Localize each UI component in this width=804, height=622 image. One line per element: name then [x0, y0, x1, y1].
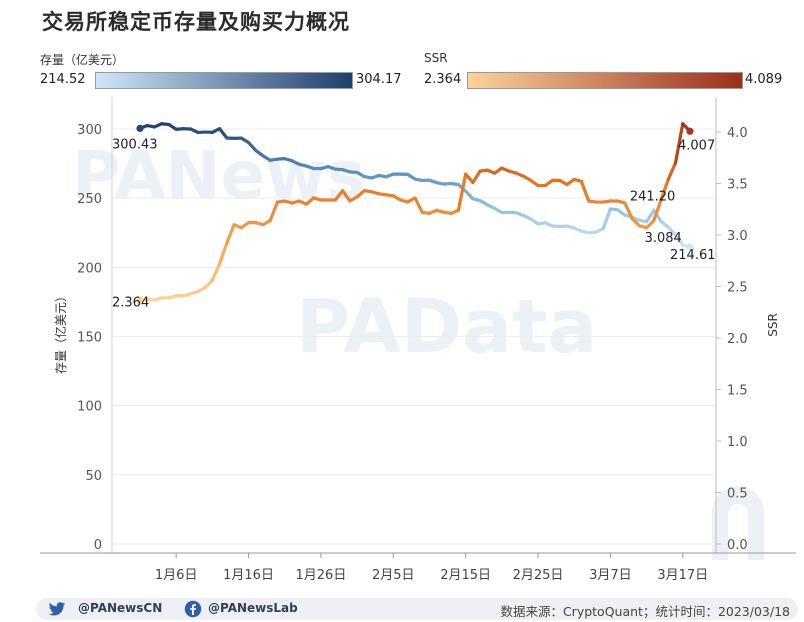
facebook-icon[interactable]: [184, 600, 202, 618]
x-tick-label: 2月15日: [440, 568, 491, 583]
data-source-note: 数据来源：CryptoQuant；统计时间：2023/03/18: [500, 604, 790, 619]
ssr-line-segment: [341, 189, 352, 203]
reserve-data-label: 214.61: [670, 248, 716, 263]
legend-reserve-max: 304.17: [356, 72, 402, 87]
ssr-line-segment: [464, 172, 475, 185]
reserve-data-label: 241.20: [630, 189, 676, 204]
x-tick-label: 1月26日: [296, 568, 347, 583]
legend-ssr-gradient: [467, 72, 743, 89]
y-tick-label: 300: [77, 123, 102, 138]
reserve-data-label: 300.43: [112, 137, 158, 152]
reserve-line-segment: [246, 140, 258, 153]
reserve-endpoint-marker: [136, 124, 144, 133]
ssr-line-segment: [673, 122, 685, 165]
svg-text:PANews: PANews: [72, 137, 366, 214]
y-tick-label: 250: [77, 192, 102, 207]
ssr-line-segment: [666, 161, 678, 181]
y-axis-ticks: 0 50 100 150 200 250 300: [77, 123, 102, 553]
legend-ssr-max: 4.089: [745, 72, 783, 87]
data-labels: 300.43 241.20 214.61 2.364 3.084 4.007: [112, 137, 716, 310]
reserve-line-segment: [666, 225, 678, 237]
ssr-line-segment: [333, 189, 345, 202]
legend-reserve-min: 214.52: [40, 72, 86, 87]
reserve-line-segment: [652, 208, 663, 224]
series-reserve: [136, 122, 694, 251]
y2-tick-label: 1.5: [727, 384, 748, 399]
reserve-line-segment: [673, 233, 685, 247]
y2-axis-label: SSR: [766, 313, 780, 337]
y2-tick-label: 0.5: [727, 487, 748, 502]
ssr-line-segment: [623, 201, 634, 221]
x-tick-label: 1月6日: [155, 568, 198, 583]
ssr-line-segment: [218, 241, 229, 266]
facebook-handle[interactable]: @PANewsLab: [208, 601, 298, 615]
y2-tick-label: 2.0: [727, 332, 748, 347]
reserve-line-segment: [644, 208, 656, 224]
legend-ssr-min: 2.364: [424, 72, 462, 87]
y2-tick-label: 0.0: [727, 538, 748, 553]
ssr-line-segment: [456, 172, 468, 212]
series-ssr: [136, 122, 694, 305]
x-axis-ticks: 1月6日 1月16日 1月26日 2月5日 2月15日 2月25日 3月7日 3月17日: [155, 553, 708, 583]
y2-tick-label: 2.5: [727, 281, 748, 296]
ssr-endpoint-marker: [686, 127, 694, 135]
svg-text:PAData: PAData: [296, 284, 597, 370]
ssr-line-segment: [644, 218, 656, 230]
ssr-line-segment: [210, 262, 222, 282]
ssr-line-segment: [413, 196, 424, 214]
reserve-line-segment: [218, 127, 229, 140]
legend-reserve-label: 存量（亿美元）: [40, 53, 125, 67]
y2-tick-label: 3.5: [727, 178, 748, 193]
y2-axis-ticks: 0.0 0.5 1.0 1.5 2.0 2.5 3.0 3.5 4.0: [716, 126, 748, 553]
ssr-line-segment: [579, 179, 591, 203]
x-tick-label: 3月17日: [657, 568, 708, 583]
y2-tick-label: 3.0: [727, 229, 748, 244]
ssr-line-segment: [471, 169, 482, 185]
ssr-line-segment: [203, 278, 214, 290]
reserve-line-segment: [464, 189, 475, 201]
y2-tick-label: 4.0: [727, 126, 748, 141]
chart-title: 交易所稳定币存量及购买力概况: [42, 10, 350, 34]
twitter-icon[interactable]: [48, 600, 66, 618]
reserve-line-segment: [601, 207, 612, 231]
x-tick-label: 3月7日: [589, 568, 632, 583]
series-layer: [136, 122, 694, 305]
twitter-handle[interactable]: @PANewsCN: [78, 601, 163, 615]
ssr-data-label: 2.364: [112, 296, 149, 311]
y2-tick-label: 1.0: [727, 435, 748, 450]
x-tick-label: 2月25日: [513, 568, 564, 583]
legend-ssr-label: SSR: [424, 51, 448, 65]
ssr-line-segment: [268, 200, 280, 223]
reserve-endpoint-marker: [686, 243, 694, 251]
y-tick-label: 50: [85, 469, 102, 484]
ssr-endpoint-marker: [136, 296, 144, 305]
chart-svg: PANews PAData 0 50 100 150 200 250 300 0.0 0.5 1…: [40, 97, 796, 583]
footer-bar: @PANewsCN @PANewsLab 数据来源：CryptoQuant；统计…: [36, 598, 798, 620]
ssr-line-segment: [659, 177, 670, 202]
ssr-data-label: 3.084: [645, 231, 682, 246]
x-tick-label: 1月16日: [223, 568, 274, 583]
ssr-line-segment: [630, 216, 641, 228]
y-tick-label: 200: [77, 261, 102, 276]
watermark: PANews PAData: [72, 137, 764, 560]
y-tick-label: 150: [77, 331, 102, 346]
y-axis-label: 存量（亿美元）: [53, 290, 68, 374]
y-tick-label: 100: [77, 400, 102, 415]
gridlines: [112, 128, 716, 545]
x-tick-label: 2月5日: [372, 568, 415, 583]
ssr-line-segment: [652, 198, 663, 223]
ssr-line-segment: [225, 223, 236, 245]
y-tick-label: 0: [94, 538, 102, 553]
ssr-data-label: 4.007: [678, 138, 715, 153]
legend-reserve-gradient: [95, 72, 353, 89]
